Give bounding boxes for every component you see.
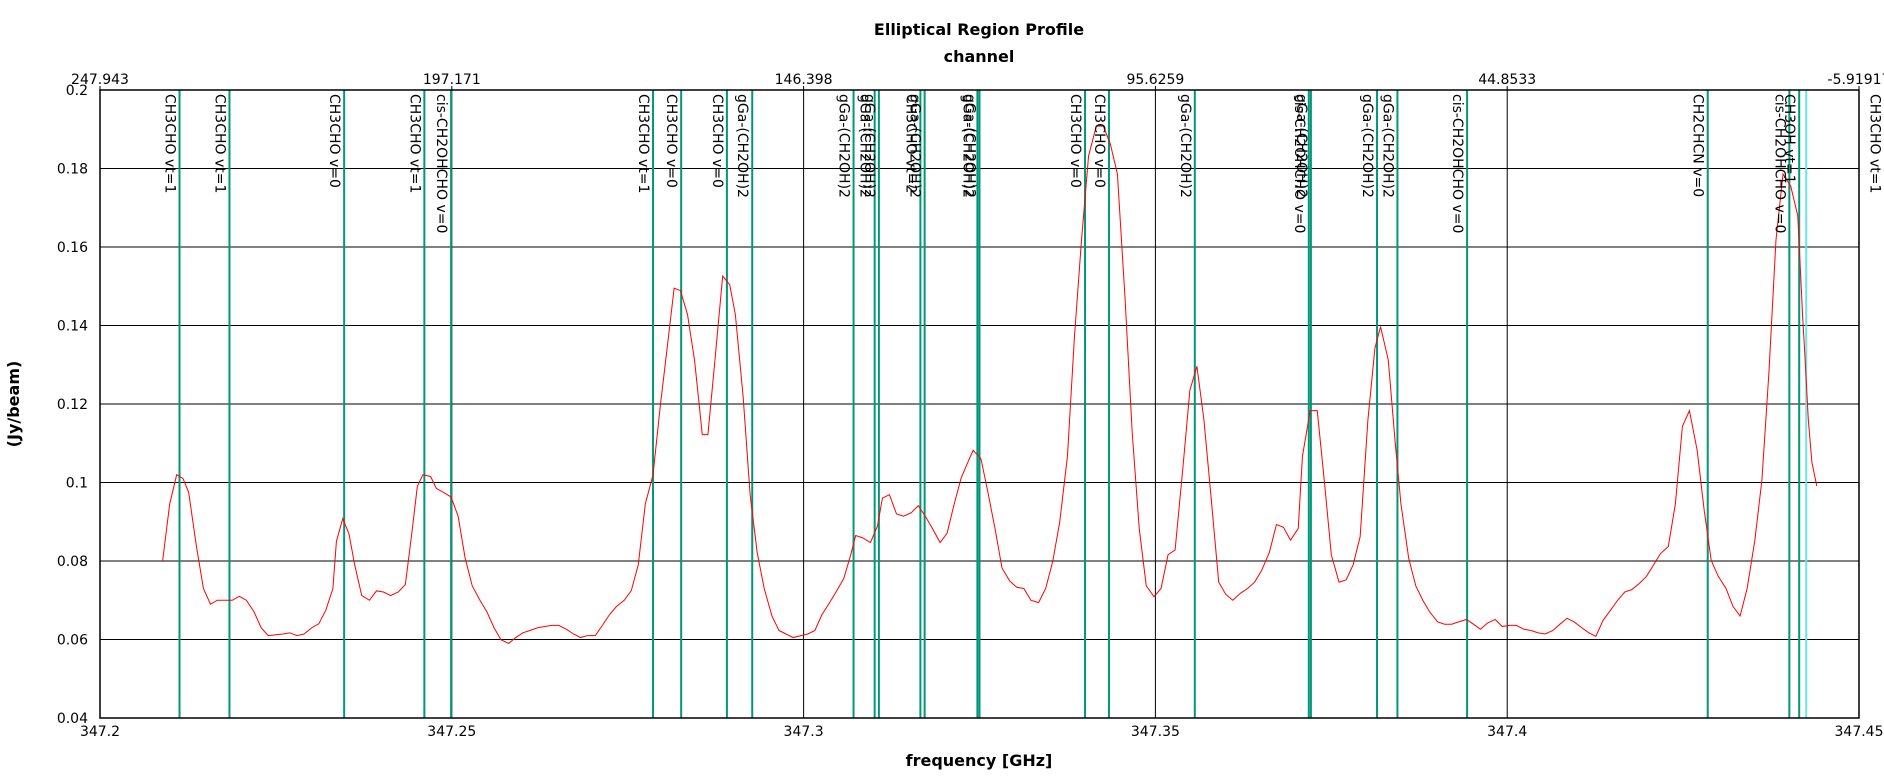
x2-tick-label: 44.8533 <box>1478 72 1536 88</box>
x2-tick-label: 247.943 <box>71 72 129 88</box>
y-tick-label: 0.04 <box>57 711 88 727</box>
y-tick-label: 0.12 <box>57 397 88 413</box>
line-label: gGa-(CH2OH)2 <box>1379 94 1395 198</box>
plot-frame <box>99 89 1860 719</box>
line-label: CH3CHO v=0 <box>326 94 342 188</box>
line-label: gGa-(CH2OH)2 <box>836 94 852 198</box>
y-tick-label: 0.06 <box>57 633 88 649</box>
x-tick-label: 347.4 <box>1487 724 1527 740</box>
x2-tick-label: 95.6259 <box>1126 72 1184 88</box>
line-label: gGa-(CH2OH)2 <box>959 94 975 198</box>
x-tick-label: 347.35 <box>1131 724 1180 740</box>
line-label: gGa-(CH2OH)2 <box>734 94 750 198</box>
y-axis-label: (Jy/beam) <box>4 361 23 448</box>
line-label: CH3CHO v=0 <box>663 94 679 188</box>
line-label: gGa-(CH2OH)2 <box>1293 94 1309 198</box>
line-label: cis-CH2OHCHO v=0 <box>1449 94 1465 233</box>
x2-tick-label: 197.171 <box>423 72 481 88</box>
x-tick-label: 347.25 <box>427 724 476 740</box>
line-label: CH3CHO vt=1 <box>211 94 227 193</box>
x-axis-label: frequency [GHz] <box>906 751 1053 770</box>
x2-tick-label: 146.398 <box>775 72 833 88</box>
line-label: CH3CHO vt=1 <box>1866 94 1882 193</box>
line-label: CH3CHO v=0 <box>1091 94 1107 188</box>
y-tick-label: 0.18 <box>57 162 88 178</box>
line-label: CH3CHO vt=2 <box>902 94 918 193</box>
line-label: cis-CH2OHCHO v=0 <box>1291 94 1307 233</box>
y-tick-label: 0.2 <box>66 83 88 99</box>
line-label: CH3CHO vt=1 <box>635 94 651 193</box>
line-label: CH3CHO vt=1 <box>406 94 422 193</box>
chart-title: Elliptical Region Profile <box>874 20 1084 39</box>
y-tick-label: 0.08 <box>57 554 88 570</box>
y-tick-label: 0.1 <box>66 476 88 492</box>
line-label: CH3CHO vt=1 <box>162 94 178 193</box>
line-label: CH3CHO v=0 <box>709 94 725 188</box>
line-label: gGa-(CH2OH)2 <box>857 94 873 198</box>
line-label: CH3CHO v=0 <box>1067 94 1083 188</box>
x2-tick-label: -5.91917 <box>1828 72 1884 88</box>
line-label: gGa-(CH2OH)2 <box>962 94 978 198</box>
line-label: CH3OH vt=1 <box>1781 94 1797 184</box>
y-tick-label: 0.16 <box>57 240 88 256</box>
line-label: gGa-(CH2OH)2 <box>907 94 923 198</box>
y-tick-label: 0.14 <box>57 319 88 335</box>
line-label: cis-CH2OHCHO v=0 <box>433 94 449 233</box>
line-label: gGa-(CH2OH)2 <box>861 94 877 198</box>
x2-axis-label: channel <box>944 47 1015 66</box>
line-label: CH2CHCN v=0 <box>1690 94 1706 197</box>
x-tick-label: 347.45 <box>1835 724 1884 740</box>
line-label: cis-CH2OHCHO v=0 <box>1771 94 1787 233</box>
line-label: gGa-(CH2OH)2 <box>1177 94 1193 198</box>
plot-area <box>162 90 1818 718</box>
x-tick-label: 347.2 <box>80 724 120 740</box>
spectrum-line <box>162 125 1818 645</box>
line-label: gGa-(CH2OH)2 <box>1359 94 1375 198</box>
x-tick-label: 347.3 <box>784 724 824 740</box>
